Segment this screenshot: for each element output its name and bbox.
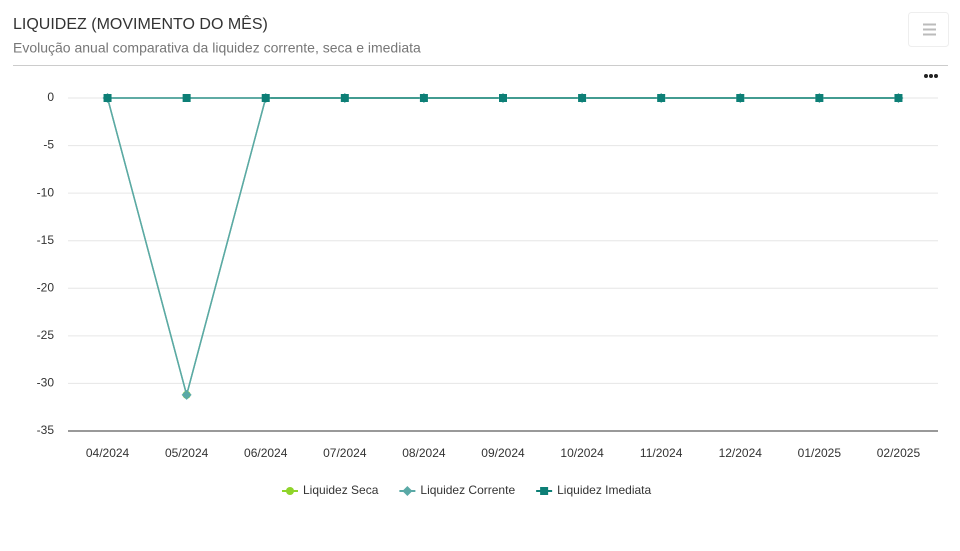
menu-icon[interactable] [923, 23, 936, 36]
more-options[interactable] [924, 74, 938, 78]
y-tick-label: -15 [37, 233, 55, 247]
data-point [419, 94, 428, 102]
x-tick-label: 11/2024 [640, 446, 683, 460]
x-tick-label: 12/2024 [719, 446, 763, 460]
x-tick-label: 01/2025 [798, 446, 842, 460]
legend-marker [286, 487, 294, 495]
y-tick-label: 0 [47, 90, 54, 104]
dot[interactable] [924, 74, 928, 78]
data-point [499, 94, 507, 102]
menu-button[interactable] [908, 12, 949, 47]
x-tick-label: 04/2024 [86, 446, 130, 460]
dot[interactable] [934, 74, 938, 78]
x-tick-label: 10/2024 [560, 446, 604, 460]
x-tick-label: 05/2024 [165, 446, 209, 460]
series-line [106, 97, 899, 398]
data-point [578, 94, 587, 102]
data-point [894, 94, 903, 102]
legend-item[interactable]: Liquidez Corrente [399, 483, 515, 497]
data-point [657, 94, 666, 102]
legend-marker [402, 486, 413, 496]
legend-item[interactable]: Liquidez Imediata [536, 483, 652, 497]
y-tick-label: -30 [37, 376, 55, 390]
y-tick-label: -25 [37, 328, 55, 342]
chart-title: LIQUIDEZ (MOVIMENTO DO MÊS) [13, 14, 268, 33]
y-tick-label: -20 [37, 280, 55, 294]
dot[interactable] [929, 74, 933, 78]
data-point [340, 94, 349, 102]
legend-label: Liquidez Seca [303, 483, 379, 497]
data-point [182, 94, 191, 102]
x-tick-label: 08/2024 [402, 446, 446, 460]
legend-label: Liquidez Imediata [557, 483, 651, 497]
x-tick-label: 07/2024 [323, 446, 367, 460]
data-point [736, 94, 745, 102]
y-tick-label: -35 [37, 423, 55, 437]
x-tick-label: 02/2025 [877, 446, 921, 460]
chart-subtitle: Evolução anual comparativa da liquidez c… [13, 40, 421, 56]
y-tick-label: -10 [37, 185, 55, 199]
data-point [181, 389, 192, 400]
legend-item[interactable]: Liquidez Seca [282, 483, 379, 497]
data-point [815, 94, 824, 102]
data-point [261, 94, 270, 102]
legend-marker [540, 487, 549, 495]
x-tick-label: 09/2024 [481, 446, 525, 460]
data-point [103, 94, 112, 102]
x-tick-label: 06/2024 [244, 446, 288, 460]
legend-label: Liquidez Corrente [420, 483, 515, 497]
y-tick-label: -5 [43, 138, 54, 152]
